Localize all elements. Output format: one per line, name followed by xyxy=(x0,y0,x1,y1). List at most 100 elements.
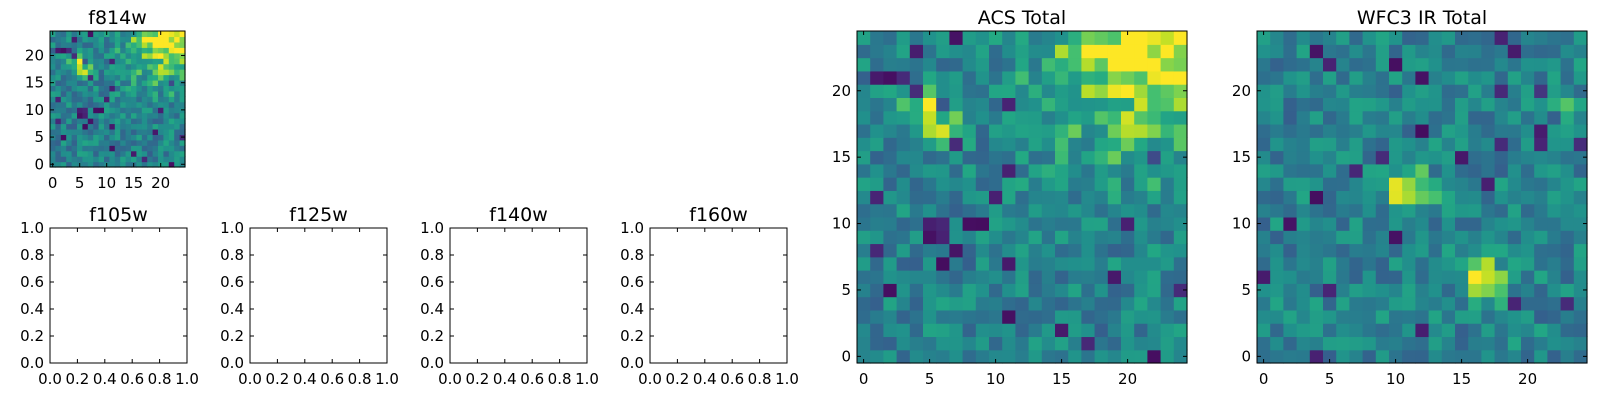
heatmap-cell xyxy=(120,161,127,168)
heatmap-cell xyxy=(141,79,148,86)
heatmap-cell xyxy=(1468,150,1482,165)
heatmap-cell xyxy=(120,107,127,114)
heatmap-cell xyxy=(109,134,116,141)
x-tick-label: 1.0 xyxy=(575,370,599,388)
heatmap-cell xyxy=(1336,123,1350,138)
heatmap-cell xyxy=(136,156,143,163)
heatmap-cell xyxy=(1283,70,1298,85)
heatmap-cell xyxy=(1455,31,1469,45)
heatmap-cell xyxy=(989,283,1003,298)
heatmap-cell xyxy=(104,85,110,92)
heatmap-cell xyxy=(131,79,137,86)
heatmap-cell xyxy=(1336,57,1350,72)
heatmap-cell xyxy=(152,96,159,103)
heatmap-cell xyxy=(93,74,100,81)
heatmap-cell xyxy=(1002,110,1016,125)
heatmap-cell xyxy=(114,69,121,76)
heatmap-cell xyxy=(923,31,937,45)
heatmap-cell xyxy=(1309,349,1324,364)
heatmap-cell xyxy=(98,128,105,135)
heatmap-cell xyxy=(1028,283,1043,298)
heatmap-cell xyxy=(147,101,154,108)
heatmap-cell xyxy=(857,97,871,112)
heatmap-cell xyxy=(1068,110,1082,125)
heatmap-cell xyxy=(1309,283,1324,298)
heatmap-cell xyxy=(975,216,990,231)
heatmap-cell xyxy=(1521,270,1535,284)
heatmap-cell xyxy=(1283,336,1298,351)
heatmap-cell xyxy=(109,52,116,59)
heatmap-cell xyxy=(1081,137,1096,152)
heatmap-cell xyxy=(1068,349,1082,364)
heatmap-cell xyxy=(1296,336,1311,351)
heatmap-cell xyxy=(1521,57,1535,72)
heatmap-cell xyxy=(1375,256,1390,271)
heatmap-cell xyxy=(125,58,132,65)
heatmap-cell xyxy=(1521,216,1535,231)
heatmap-cell xyxy=(109,90,116,97)
heatmap-cell xyxy=(136,69,143,76)
heatmap-cell xyxy=(1121,323,1135,338)
heatmap-cell xyxy=(1015,97,1030,112)
axes-frame xyxy=(49,30,186,168)
heatmap-cell xyxy=(989,137,1003,152)
heatmap-cell xyxy=(1002,57,1016,72)
heatmap-cell xyxy=(66,36,73,43)
heatmap-cell xyxy=(125,69,132,76)
heatmap-cell xyxy=(1041,190,1056,205)
heatmap-cell xyxy=(1402,137,1416,152)
heatmap-cell xyxy=(93,134,100,141)
heatmap-cell xyxy=(1081,349,1096,364)
heatmap-cell xyxy=(1507,270,1522,284)
heatmap-cell xyxy=(1507,283,1522,298)
heatmap-cell xyxy=(1349,31,1364,45)
heatmap-cell xyxy=(1081,110,1096,125)
heatmap-cell xyxy=(1002,31,1016,45)
heatmap-cell xyxy=(1257,270,1271,284)
y-tick-label: 0.6 xyxy=(220,273,244,291)
heatmap-cell xyxy=(60,128,67,135)
heatmap-cell xyxy=(896,123,911,138)
heatmap-cell xyxy=(1402,110,1416,125)
heatmap-cell xyxy=(1147,309,1162,324)
heatmap-cell xyxy=(1481,177,1496,191)
heatmap-cell xyxy=(179,74,186,81)
heatmap-cell xyxy=(109,58,116,65)
y-tick-label: 1.0 xyxy=(620,219,644,237)
heatmap-cell xyxy=(1002,309,1016,324)
heatmap-cell xyxy=(147,112,154,119)
heatmap-cell xyxy=(1481,31,1496,45)
x-tick-label: 0.6 xyxy=(320,370,344,388)
heatmap-cell xyxy=(909,137,924,152)
heatmap-cell xyxy=(141,101,148,108)
heatmap-cell xyxy=(1415,216,1430,231)
heatmap-cell xyxy=(1068,150,1082,165)
heatmap-cell xyxy=(1002,123,1016,138)
heatmap-cell xyxy=(82,128,89,135)
heatmap-cell xyxy=(1134,216,1148,231)
heatmap-cell xyxy=(152,79,159,86)
heatmap-cell xyxy=(158,69,164,76)
heatmap-cell xyxy=(1547,177,1562,191)
heatmap-cell xyxy=(1547,84,1562,98)
heatmap-cell xyxy=(136,58,143,65)
heatmap-cell xyxy=(82,118,89,125)
heatmap-cell xyxy=(1560,256,1575,271)
heatmap-cell xyxy=(1055,123,1069,138)
heatmap-cell xyxy=(1494,283,1509,298)
heatmap-cell xyxy=(55,118,62,125)
heatmap-cell xyxy=(1015,137,1030,152)
heatmap-cell xyxy=(1547,349,1562,364)
heatmap-cell xyxy=(77,139,83,146)
heatmap-cell xyxy=(1573,270,1588,284)
heatmap-cell xyxy=(1375,110,1390,125)
heatmap-cell xyxy=(870,336,884,351)
heatmap-cell xyxy=(1257,57,1271,72)
heatmap-cell xyxy=(55,69,62,76)
heatmap-cell xyxy=(896,336,911,351)
heatmap-cell xyxy=(1468,110,1482,125)
heatmap-cell xyxy=(1041,163,1056,178)
heatmap-cell xyxy=(1041,70,1056,85)
heatmap-cell xyxy=(883,163,898,178)
heatmap-cell xyxy=(1134,296,1148,311)
